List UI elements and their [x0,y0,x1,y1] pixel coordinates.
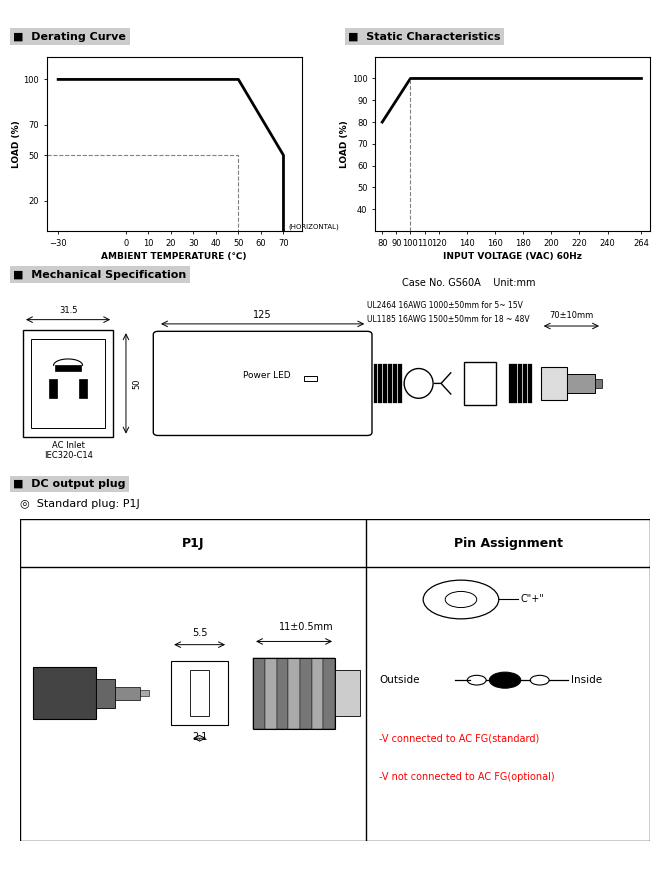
Bar [288,657,300,728]
Bar [79,379,87,399]
Text: ■  Static Characteristics: ■ Static Characteristics [348,31,501,42]
Text: 2.1: 2.1 [192,732,207,742]
X-axis label: INPUT VOLTAGE (VAC) 60Hz: INPUT VOLTAGE (VAC) 60Hz [443,252,582,261]
Text: Outside: Outside [379,675,419,685]
Bar [528,364,532,403]
Bar [31,338,105,428]
Bar [312,657,324,728]
Text: ■  DC output plug: ■ DC output plug [13,479,126,489]
Text: UL1185 16AWG 1500±50mm for 18 ~ 48V: UL1185 16AWG 1500±50mm for 18 ~ 48V [367,316,530,324]
Text: 50: 50 [133,378,141,389]
Bar [379,364,383,403]
Bar [55,365,81,371]
Text: ■  Derating Curve: ■ Derating Curve [13,31,126,42]
Text: 70±10mm: 70±10mm [549,310,594,320]
Y-axis label: LOAD (%): LOAD (%) [12,120,21,167]
Bar [541,367,567,400]
Text: ◎  Standard plug: P1J: ◎ Standard plug: P1J [20,499,140,509]
Text: 125: 125 [253,310,272,320]
X-axis label: AMBIENT TEMPERATURE (℃): AMBIENT TEMPERATURE (℃) [101,252,247,261]
Bar [374,364,377,403]
Bar [567,373,596,393]
Bar [172,661,228,726]
Text: 31.5: 31.5 [59,306,77,316]
Text: 5.5: 5.5 [192,628,207,638]
Text: -V connected to AC FG(standard): -V connected to AC FG(standard) [379,733,539,743]
Bar [49,379,57,399]
Text: 11±0.5mm: 11±0.5mm [279,622,334,631]
Text: Inside: Inside [572,675,602,685]
Bar [33,667,96,719]
Text: -V not connected to AC FG(optional): -V not connected to AC FG(optional) [379,772,555,782]
Bar [513,364,517,403]
Bar [140,690,149,696]
Text: P1J: P1J [182,536,204,549]
Bar [300,657,312,728]
Text: ■  Mechanical Specification: ■ Mechanical Specification [13,269,187,280]
Text: C"+": C"+" [521,595,545,604]
Text: AC Inlet
IEC320-C14: AC Inlet IEC320-C14 [44,441,92,460]
Text: Case No. GS60A    Unit:mm: Case No. GS60A Unit:mm [402,277,535,288]
Bar [509,364,513,403]
Bar [335,671,360,716]
Text: Pin Assignment: Pin Assignment [454,536,563,549]
Bar [596,378,602,388]
Bar [304,376,318,381]
Bar [253,657,265,728]
Text: UL2464 16AWG 1000±50mm for 5~ 15V: UL2464 16AWG 1000±50mm for 5~ 15V [367,301,523,310]
Bar [519,364,522,403]
Y-axis label: LOAD (%): LOAD (%) [340,120,349,167]
Bar [383,364,387,403]
Bar [393,364,397,403]
Bar [523,364,527,403]
Bar [115,686,140,699]
Circle shape [489,672,521,688]
Bar [388,364,392,403]
Bar [253,657,335,728]
Bar [190,671,209,716]
Bar [96,678,115,707]
Bar [23,330,113,437]
Bar [398,364,401,403]
Text: Power LED: Power LED [243,371,291,380]
Text: (HORIZONTAL): (HORIZONTAL) [288,223,339,229]
Bar [277,657,288,728]
Bar [464,362,496,405]
Bar [324,657,335,728]
Bar [265,657,277,728]
